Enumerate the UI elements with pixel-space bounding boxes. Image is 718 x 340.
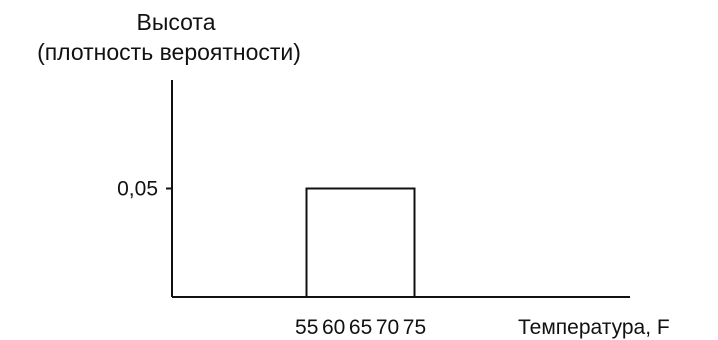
uniform-density-series-0 [305,187,416,297]
x-tick-label-60: 60 [322,316,345,339]
x-tick-label-65: 65 [349,316,372,339]
y-axis-title-line-2: (плотность вероятности) [37,39,301,65]
plot-marks [305,187,416,297]
x-axis-ticks: 55 60 65 70 75 [295,316,426,339]
y-axis-title: Высота (плотность вероятности) [37,9,301,65]
y-axis-title-line-1: Высота [137,9,216,35]
x-tick-label-55: 55 [295,316,318,339]
y-axis-ticks: 0,05 [117,178,172,201]
y-tick-label-0-05: 0,05 [117,178,158,201]
x-tick-label-70: 70 [376,316,399,339]
x-tick-label-75: 75 [403,316,426,339]
x-axis-title: Температура, F [518,316,670,339]
